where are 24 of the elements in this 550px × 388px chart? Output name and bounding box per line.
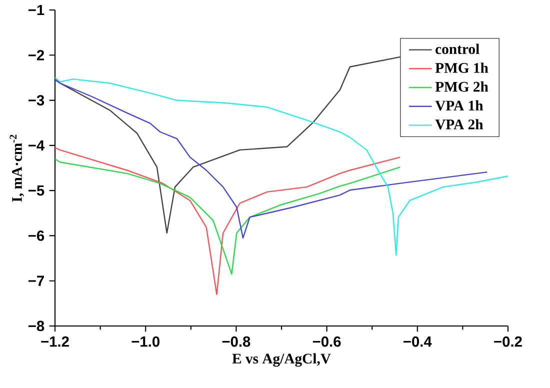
legend-label: VPA 2h (435, 119, 484, 130)
y-tick-label: −6 (28, 230, 44, 241)
y-axis-title: I, mA·cm$^{-2}$ (10, 134, 24, 202)
line-series (55, 56, 401, 234)
y-tick-label: −5 (28, 185, 44, 196)
x-tick-label: −1.0 (132, 336, 160, 347)
line-series (55, 147, 401, 295)
line-series (55, 158, 401, 275)
y-tick-label: −2 (28, 50, 44, 60)
x-tick-label: −0.8 (222, 336, 250, 347)
x-axis-title: E vs Ag/AgCl,V (232, 353, 331, 367)
y-tick-label: −7 (28, 276, 44, 286)
y-tick-label: −1 (28, 4, 44, 16)
legend-label: PMG 2h (435, 81, 488, 92)
legend-label: VPA 1h (435, 100, 484, 111)
x-tick-label: −0.6 (312, 336, 341, 347)
y-tick-label: −8 (28, 320, 44, 332)
legend-label: PMG 1h (435, 62, 488, 73)
y-tick-label: −4 (28, 140, 45, 150)
x-tick-label: −0.4 (404, 336, 432, 347)
legend-label: control (436, 44, 480, 54)
y-tick-label: −3 (28, 95, 44, 106)
x-tick-label: −0.2 (494, 336, 522, 347)
x-tick-label: −1.2 (41, 336, 69, 347)
